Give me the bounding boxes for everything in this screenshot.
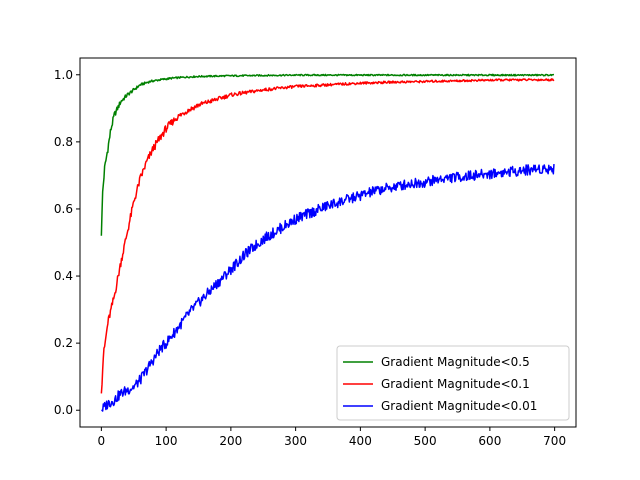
x-tick-label: 700 — [543, 434, 566, 448]
legend-box — [336, 345, 570, 421]
y-axis: 0.0 0.2 0.4 0.6 0.8 1.0 — [54, 68, 80, 417]
x-tick-label: 600 — [478, 434, 501, 448]
legend: Gradient Magnitude<0.5 Gradient Magnitude… — [336, 345, 570, 421]
x-tick-label: 500 — [414, 434, 437, 448]
x-tick-label: 400 — [349, 434, 372, 448]
y-tick-label: 0.6 — [54, 202, 73, 216]
legend-label: Gradient Magnitude<0.1 — [381, 377, 530, 391]
series-line-0 — [100, 73, 555, 236]
x-tick-label: 0 — [98, 434, 106, 448]
series-line-2 — [101, 164, 555, 412]
y-tick-label: 0.0 — [54, 403, 73, 417]
x-axis: 0 100 200 300 400 500 600 700 — [98, 427, 566, 448]
legend-label: Gradient Magnitude<0.01 — [381, 399, 537, 413]
y-tick-label: 0.8 — [54, 135, 73, 149]
y-tick-label: 1.0 — [54, 68, 73, 82]
plot-frame — [79, 57, 577, 428]
legend-label: Gradient Magnitude<0.5 — [381, 355, 530, 369]
series-layer — [100, 73, 555, 412]
x-tick-label: 300 — [284, 434, 307, 448]
y-tick-label: 0.4 — [54, 269, 73, 283]
x-tick-label: 200 — [219, 434, 242, 448]
y-tick-label: 0.2 — [54, 336, 73, 350]
series-line-1 — [100, 78, 555, 394]
x-tick-label: 100 — [155, 434, 178, 448]
